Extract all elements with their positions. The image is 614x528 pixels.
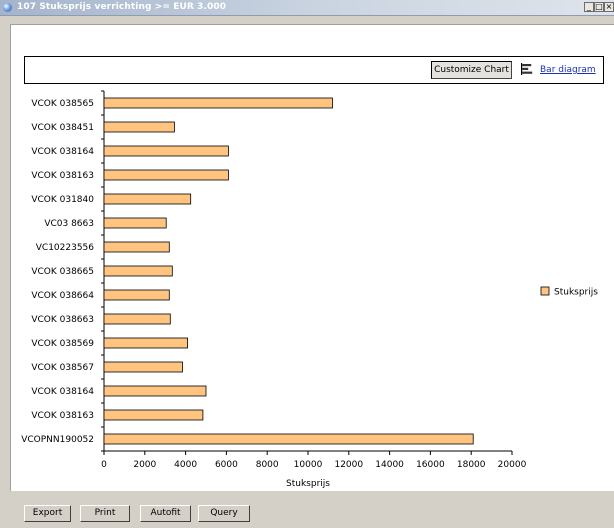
category-label: VCOK 038664 [31, 291, 94, 301]
legend-label: Stuksprijs [554, 288, 598, 298]
category-label: VCOK 038569 [31, 339, 94, 349]
x-tick-label: 6000 [215, 460, 238, 470]
bar-diagram-link[interactable]: Bar diagram [540, 65, 596, 75]
bar [103, 97, 333, 109]
bar [103, 385, 207, 397]
bar [103, 145, 229, 157]
bar [103, 313, 171, 325]
app-icon [3, 3, 12, 12]
bar [103, 433, 474, 445]
x-tick-label: 18000 [457, 460, 486, 470]
bar [103, 265, 173, 277]
x-tick-label: 14000 [375, 460, 404, 470]
title-bar: 107 Stuksprijs verrichting >= EUR 3.000 … [0, 0, 614, 16]
bar [103, 241, 170, 253]
query-button[interactable]: Query [198, 505, 250, 522]
category-label: VCOK 038163 [31, 411, 94, 421]
minimize-button[interactable]: _ [584, 2, 594, 12]
bar [103, 169, 229, 181]
maximize-button[interactable]: □ [594, 2, 604, 12]
category-label: VCOK 038665 [31, 267, 94, 277]
x-tick-label: 10000 [294, 460, 323, 470]
category-label: VCOK 038164 [31, 387, 94, 397]
window-title: 107 Stuksprijs verrichting >= EUR 3.000 [17, 2, 227, 12]
category-label: VCOK 038451 [31, 123, 94, 133]
export-button[interactable]: Export [24, 505, 71, 522]
category-label: VCOK 038565 [31, 99, 94, 109]
bar-chart-icon[interactable] [521, 63, 533, 75]
bar [103, 193, 192, 205]
x-tick-label: 8000 [256, 460, 279, 470]
x-tick-label: 16000 [416, 460, 445, 470]
bar [103, 217, 167, 229]
print-button[interactable]: Print [80, 505, 130, 522]
category-label: VCOK 038163 [31, 171, 94, 181]
customize-chart-button[interactable]: Customize Chart [431, 61, 512, 79]
category-label: VCOPNN190052 [21, 435, 94, 445]
bar [103, 409, 204, 421]
category-label: VCOK 038663 [31, 315, 94, 325]
category-label: VC10223556 [36, 243, 95, 253]
category-label: VC03 8663 [44, 219, 94, 229]
category-label: VCOK 038164 [31, 147, 94, 157]
x-tick-label: 12000 [334, 460, 363, 470]
x-tick-label: 2000 [133, 460, 156, 470]
bar [103, 361, 183, 373]
category-label: VCOK 038567 [31, 363, 94, 373]
bar [103, 121, 175, 133]
x-axis-label: Stuksprijs [286, 479, 330, 489]
category-label: VCOK 031840 [31, 195, 94, 205]
x-tick-label: 20000 [498, 460, 527, 470]
bar [103, 337, 188, 349]
legend-swatch [540, 286, 550, 296]
bar [103, 289, 170, 301]
x-tick-label: 4000 [174, 460, 197, 470]
x-tick-label: 0 [101, 460, 107, 470]
autofit-button[interactable]: Autofit [140, 505, 191, 522]
